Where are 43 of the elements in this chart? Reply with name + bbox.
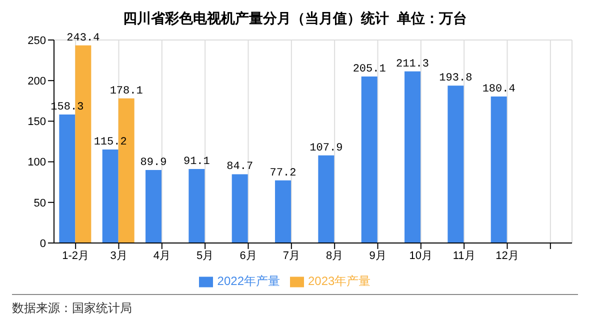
y-tick-label: 100 — [28, 156, 46, 169]
x-tick-label: 6月 — [240, 250, 257, 262]
data-label: 180.4 — [482, 84, 516, 96]
legend-label: 2022年产量 — [217, 274, 280, 288]
bar — [318, 155, 334, 243]
data-label: 77.2 — [270, 167, 296, 180]
x-tick-label: 10月 — [409, 250, 433, 262]
y-tick-label: 200 — [28, 76, 46, 88]
x-tick-label: 1-2月 — [62, 250, 90, 262]
y-tick-label: 150 — [28, 116, 46, 128]
x-tick-label: 4月 — [153, 250, 170, 262]
data-label: 193.8 — [439, 72, 472, 85]
x-tick-label: 5月 — [196, 250, 214, 262]
data-label: 178.1 — [110, 85, 144, 98]
x-tick-label: 7月 — [282, 250, 300, 262]
bar — [490, 96, 507, 243]
data-label: 211.3 — [396, 58, 430, 70]
bar — [448, 86, 464, 243]
bar — [232, 174, 248, 243]
data-label: 91.1 — [183, 156, 210, 168]
bar — [188, 169, 205, 243]
bar — [102, 149, 118, 243]
data-label: 89.9 — [140, 157, 167, 169]
y-tick-label: 250 — [28, 34, 46, 47]
bar — [361, 76, 378, 243]
x-tick-label: 8月 — [326, 250, 344, 262]
data-label: 205.1 — [352, 63, 386, 76]
data-label: 107.9 — [310, 142, 343, 154]
x-tick-label: 11月 — [452, 250, 476, 262]
chart-title: 四川省彩色电视机产量分月（当月值）统计 单位：万台 — [122, 9, 468, 28]
source-note: 数据来源：国家统计局 — [12, 300, 133, 317]
bar — [59, 114, 76, 243]
legend-label: 2023年产量 — [308, 274, 371, 288]
x-tick-label: 12月 — [496, 250, 519, 262]
bar — [275, 180, 292, 243]
data-label: 84.7 — [226, 161, 254, 174]
y-tick-label: 50 — [34, 197, 46, 210]
y-tick-label: 0 — [40, 238, 46, 250]
x-tick-label: 3月 — [110, 250, 128, 262]
data-label: 243.4 — [66, 32, 100, 44]
bar — [404, 71, 421, 243]
x-tick-label: 9月 — [369, 250, 386, 262]
bar — [146, 170, 162, 243]
